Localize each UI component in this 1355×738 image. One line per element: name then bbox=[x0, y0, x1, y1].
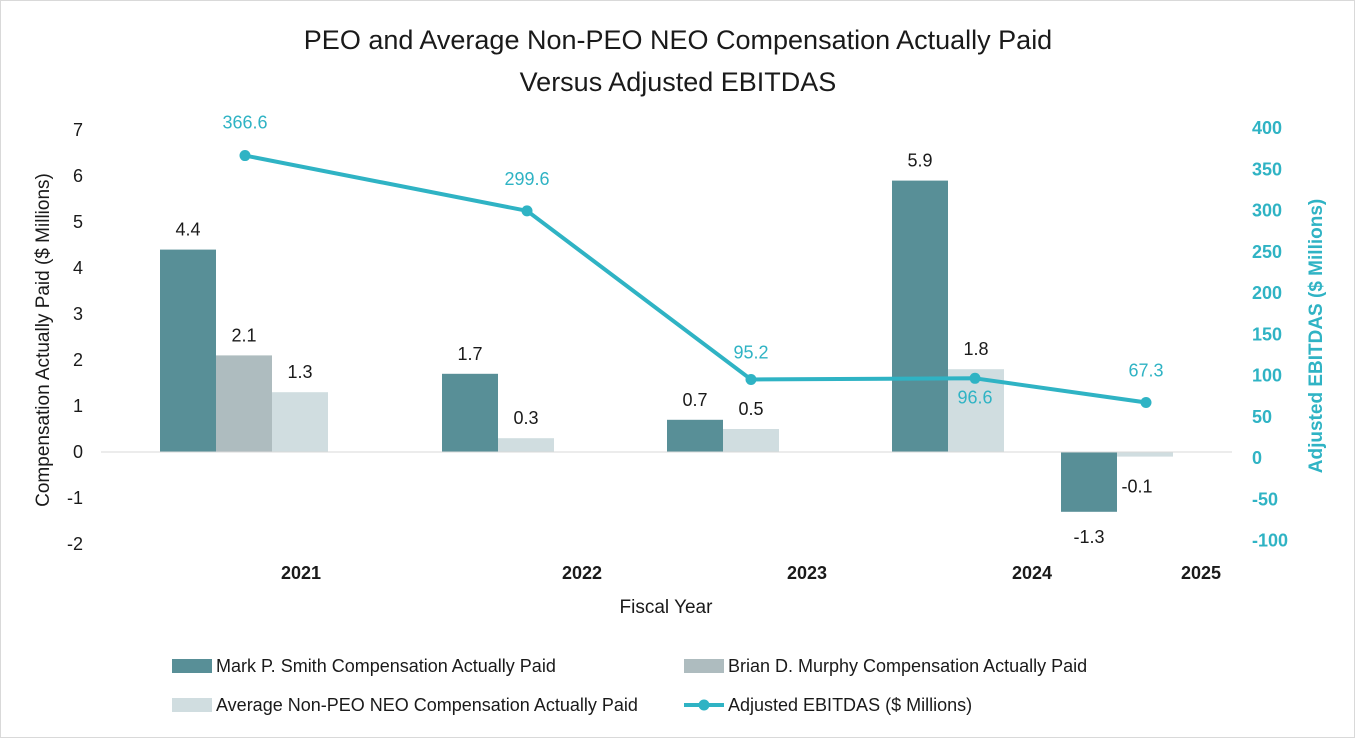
ebitdas-data-label: 366.6 bbox=[222, 113, 267, 133]
bar-data-label: 4.4 bbox=[175, 220, 200, 240]
legend-swatch bbox=[172, 698, 212, 712]
y-tick-label: 7 bbox=[73, 120, 83, 140]
y2-axis-title: Adjusted EBITDAS ($ Millions) bbox=[1306, 199, 1327, 473]
bar-data-label: -1.3 bbox=[1073, 527, 1104, 547]
bar bbox=[216, 355, 272, 452]
x-tick-label: 2023 bbox=[787, 563, 827, 583]
ebitdas-data-label: 96.6 bbox=[957, 387, 992, 407]
bar bbox=[892, 180, 948, 452]
x-axis-title: Fiscal Year bbox=[620, 597, 714, 618]
bar bbox=[1061, 452, 1117, 512]
y-tick-label: 2 bbox=[73, 350, 83, 370]
bar bbox=[667, 419, 723, 452]
x-tick-label: 2025 bbox=[1181, 563, 1221, 583]
y2-tick-label: 0 bbox=[1252, 448, 1262, 468]
ebitdas-data-label: 95.2 bbox=[733, 342, 768, 362]
y2-tick-label: 200 bbox=[1252, 283, 1282, 303]
y-axis-title: Compensation Actually Paid ($ Millions) bbox=[33, 173, 54, 507]
bar-data-label: 0.5 bbox=[738, 399, 763, 419]
legend-swatch bbox=[172, 659, 212, 673]
x-tick-label: 2024 bbox=[1012, 563, 1052, 583]
legend-swatch-marker bbox=[698, 699, 710, 711]
bar bbox=[160, 249, 216, 452]
y2-tick-label: 400 bbox=[1252, 118, 1282, 138]
bar-data-label: 2.1 bbox=[231, 325, 256, 345]
y2-tick-label: -100 bbox=[1252, 531, 1288, 551]
y2-tick-label: 300 bbox=[1252, 201, 1282, 221]
bar-data-label: 1.8 bbox=[963, 339, 988, 359]
ebitdas-point bbox=[745, 373, 757, 385]
bar bbox=[272, 392, 328, 452]
bar bbox=[498, 438, 554, 452]
y-tick-label: -2 bbox=[67, 534, 83, 554]
chart-title-line-2: Versus Adjusted EBITDAS bbox=[520, 67, 837, 97]
y2-tick-label: 250 bbox=[1252, 242, 1282, 262]
ebitdas-point bbox=[521, 205, 533, 217]
bar-data-label: 5.9 bbox=[907, 151, 932, 171]
y2-tick-label: 350 bbox=[1252, 159, 1282, 179]
bar-data-label: 1.3 bbox=[287, 362, 312, 382]
ebitdas-point bbox=[969, 372, 981, 384]
y2-tick-label: 100 bbox=[1252, 366, 1282, 386]
bar-data-label: 0.3 bbox=[513, 408, 538, 428]
y-tick-label: 3 bbox=[73, 304, 83, 324]
ebitdas-point bbox=[1140, 396, 1152, 408]
chart-title-line-1: PEO and Average Non-PEO NEO Compensation… bbox=[304, 25, 1052, 55]
y-tick-label: 5 bbox=[73, 212, 83, 232]
bar bbox=[442, 373, 498, 452]
bar-data-label: 1.7 bbox=[457, 344, 482, 364]
ebitdas-point bbox=[239, 150, 251, 162]
x-tick-label: 2021 bbox=[281, 563, 321, 583]
legend-label: Mark P. Smith Compensation Actually Paid bbox=[216, 656, 556, 676]
legend-label: Adjusted EBITDAS ($ Millions) bbox=[728, 695, 972, 715]
legend-label: Average Non-PEO NEO Compensation Actuall… bbox=[216, 695, 638, 715]
bar-data-label: 0.7 bbox=[682, 390, 707, 410]
y-tick-label: 6 bbox=[73, 166, 83, 186]
y-tick-label: 4 bbox=[73, 258, 83, 278]
legend-swatch bbox=[684, 659, 724, 673]
y-tick-label: 1 bbox=[73, 396, 83, 416]
y-tick-label: -1 bbox=[67, 488, 83, 508]
y2-tick-label: 150 bbox=[1252, 324, 1282, 344]
y2-tick-label: 50 bbox=[1252, 407, 1272, 427]
ebitdas-data-label: 67.3 bbox=[1128, 360, 1163, 380]
bar bbox=[723, 429, 779, 452]
x-tick-label: 2022 bbox=[562, 563, 602, 583]
ebitdas-data-label: 299.6 bbox=[504, 169, 549, 189]
bar-data-label: -0.1 bbox=[1121, 477, 1152, 497]
bar bbox=[1117, 452, 1173, 457]
y-tick-label: 0 bbox=[73, 442, 83, 462]
y2-tick-label: -50 bbox=[1252, 489, 1278, 509]
legend-label: Brian D. Murphy Compensation Actually Pa… bbox=[728, 656, 1087, 676]
ebitdas-line bbox=[244, 153, 1147, 405]
